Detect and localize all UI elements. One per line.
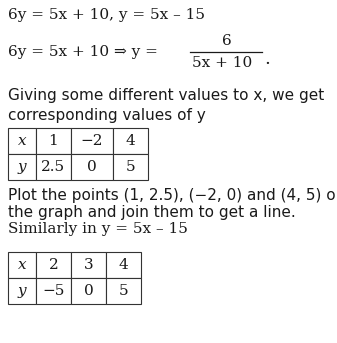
Text: 5x + 10: 5x + 10 [192,56,252,70]
Bar [71,278,106,304]
Text: 0: 0 [87,160,97,174]
Bar [106,252,141,278]
Bar [8,278,36,304]
Text: −2: −2 [81,134,103,148]
Text: 4: 4 [119,258,128,272]
Bar [71,128,113,154]
Text: the graph and join them to get a line.: the graph and join them to get a line. [8,205,296,220]
Bar [36,154,71,180]
Text: 6: 6 [222,34,232,48]
Text: 4: 4 [126,134,135,148]
Text: x: x [18,134,26,148]
Bar [71,154,113,180]
Text: x: x [18,258,26,272]
Text: .: . [264,50,270,68]
Text: Similarly in y = 5x – 15: Similarly in y = 5x – 15 [8,222,188,236]
Text: 1: 1 [49,134,58,148]
Text: 5: 5 [119,284,128,298]
Text: Plot the points (1, 2.5), (−2, 0) and (4, 5) on: Plot the points (1, 2.5), (−2, 0) and (4… [8,188,337,203]
Bar [8,128,36,154]
Text: Giving some different values to x, we get
corresponding values of y: Giving some different values to x, we ge… [8,88,324,123]
Bar [71,252,106,278]
Bar [36,278,71,304]
Text: 5: 5 [126,160,135,174]
Bar [36,128,71,154]
Bar [8,154,36,180]
Text: 6y = 5x + 10 ⇒ y =: 6y = 5x + 10 ⇒ y = [8,45,163,59]
Text: y: y [18,284,26,298]
Text: 6y = 5x + 10, y = 5x – 15: 6y = 5x + 10, y = 5x – 15 [8,8,205,22]
Text: 0: 0 [84,284,93,298]
Text: 2.5: 2.5 [41,160,66,174]
Text: −5: −5 [42,284,65,298]
Bar [8,252,36,278]
Bar [113,128,148,154]
Bar [36,252,71,278]
Bar [113,154,148,180]
Bar [106,278,141,304]
Text: y: y [18,160,26,174]
Text: 2: 2 [49,258,58,272]
Text: 3: 3 [84,258,93,272]
